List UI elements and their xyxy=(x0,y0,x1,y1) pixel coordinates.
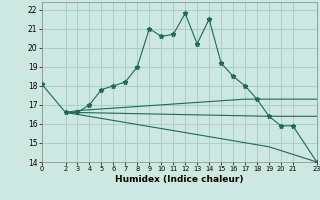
X-axis label: Humidex (Indice chaleur): Humidex (Indice chaleur) xyxy=(115,175,244,184)
